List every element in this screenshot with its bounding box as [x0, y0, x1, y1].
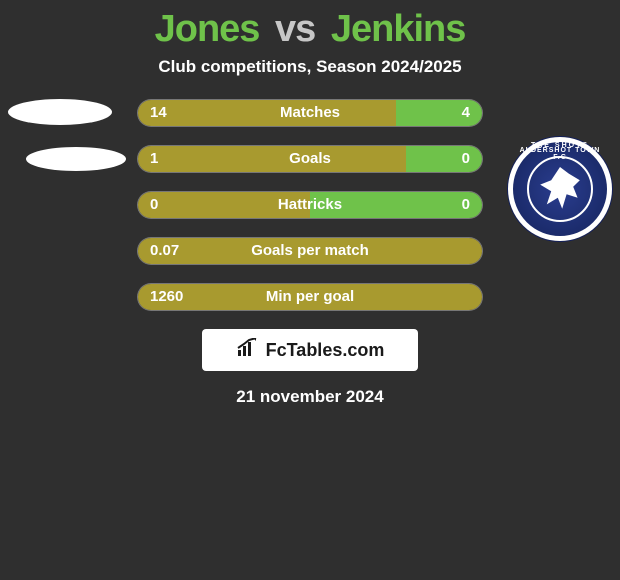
title-left: Jones — [155, 8, 260, 50]
bar-chart-icon — [236, 338, 260, 363]
snapshot-date: 21 november 2024 — [0, 387, 620, 407]
stat-row: 10Goals — [137, 145, 483, 173]
stat-label: Goals per match — [138, 238, 482, 264]
stat-label: Goals — [138, 146, 482, 172]
ellipse-icon — [26, 147, 126, 171]
right-team-badge: ALDERSHOT TOWN F.C THE SHOTS — [508, 137, 612, 241]
subtitle: Club competitions, Season 2024/2025 — [0, 57, 620, 77]
comparison-content: ALDERSHOT TOWN F.C THE SHOTS 144Matches1… — [0, 99, 620, 407]
title-right: Jenkins — [331, 8, 466, 50]
stat-row: 0.07Goals per match — [137, 237, 483, 265]
stat-row: 00Hattricks — [137, 191, 483, 219]
crest-ring-bottom: THE SHOTS — [513, 142, 607, 231]
stat-label: Matches — [138, 100, 482, 126]
stat-row: 1260Min per goal — [137, 283, 483, 311]
club-crest-icon: ALDERSHOT TOWN F.C THE SHOTS — [508, 137, 612, 241]
left-team-badge — [8, 99, 126, 171]
ellipse-icon — [8, 99, 112, 125]
comparison-bars: 144Matches 10Goals 00Hattricks 0.07Goals pe… — [137, 99, 483, 311]
footer-logo: FcTables.com — [202, 329, 418, 371]
title-vs: vs — [275, 8, 315, 50]
stat-row: 144Matches — [137, 99, 483, 127]
stat-label: Hattricks — [138, 192, 482, 218]
stat-label: Min per goal — [138, 284, 482, 310]
footer-brand-text: FcTables.com — [266, 340, 385, 361]
page-title: Jones vs Jenkins — [0, 0, 620, 51]
